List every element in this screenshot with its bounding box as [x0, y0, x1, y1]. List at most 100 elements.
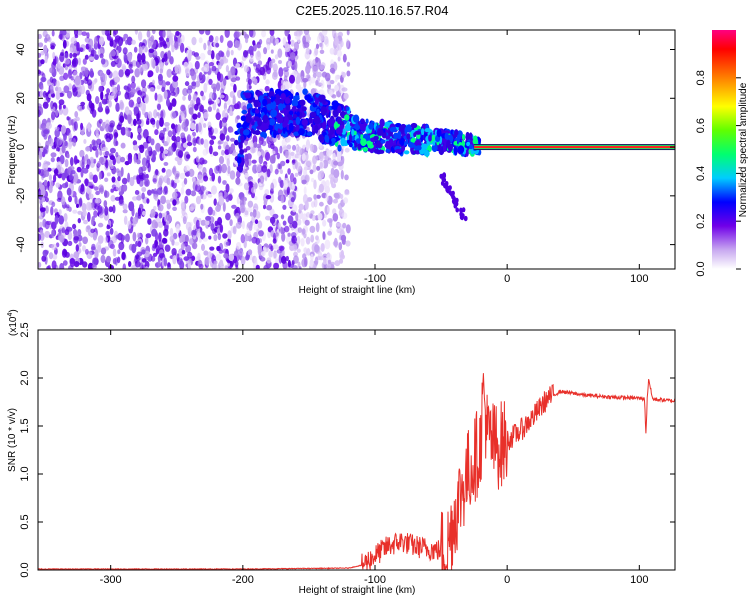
spectrogram-speckle [279, 145, 283, 154]
spectrogram-speckle [244, 210, 249, 216]
spectrogram-speckle [51, 221, 57, 230]
spectrogram-speckle [38, 181, 43, 187]
spectrogram-speckle [117, 36, 124, 47]
spectrogram-signal-blob [285, 104, 291, 111]
spectrogram-speckle [155, 142, 161, 152]
spectrogram-speckle [41, 255, 47, 262]
spectrogram-speckle [325, 193, 329, 202]
spectrogram-speckle [100, 247, 107, 255]
spectrogram-speckle [101, 30, 106, 36]
spectrogram-speckle [83, 219, 88, 225]
spectrogram-speckle [151, 228, 158, 237]
spectrogram-speckle [295, 146, 302, 156]
spectrogram-speckle [197, 174, 203, 179]
spectrogram-speckle [176, 253, 180, 262]
spectrogram-speckle [137, 52, 142, 63]
spectrogram-speckle [109, 147, 116, 154]
spectrogram-speckle [319, 64, 325, 70]
spectrogram-signal-blob [240, 135, 245, 142]
spectrogram-speckle [74, 75, 81, 86]
spectrogram-speckle [213, 260, 218, 265]
spectrogram-speckle [229, 110, 234, 116]
spectrogram-speckle [305, 212, 311, 218]
spectrogram-speckle [88, 193, 94, 200]
spectrogram-xtick-label: -100 [364, 273, 386, 285]
spectrogram-speckle [245, 146, 251, 151]
spectrogram-speckle [154, 194, 159, 201]
spectrogram-speckle [166, 98, 170, 107]
spectrogram-speckle [180, 104, 186, 112]
spectrogram-speckle [83, 155, 88, 165]
spectrogram-speckle [216, 71, 221, 81]
spectrogram-speckle [258, 39, 263, 45]
spectrogram-speckle [76, 203, 79, 208]
spectrogram-speckle [268, 250, 274, 258]
spectrogram-speckle [152, 30, 156, 35]
spectrogram-speckle [50, 82, 55, 92]
spectrogram-speckle [305, 236, 311, 245]
spectrogram-speckle [293, 251, 298, 257]
spectrogram-speckle [208, 167, 214, 177]
spectrogram-speckle [318, 183, 324, 193]
spectrogram-speckle [294, 41, 299, 51]
spectrogram-speckle [72, 223, 77, 230]
spectrogram-speckle [146, 120, 150, 125]
spectrogram-signal-blob [322, 121, 327, 130]
spectrogram-speckle [332, 213, 339, 222]
spectrogram-speckle [254, 219, 259, 225]
spectrogram-speckle [253, 62, 257, 67]
spectrogram-speckle [196, 231, 201, 238]
spectrogram-speckle [145, 233, 152, 239]
spectrogram-speckle [235, 63, 241, 68]
spectrogram-speckle [327, 218, 333, 223]
spectrogram-signal-blob [436, 129, 442, 138]
spectrogram-speckle [204, 256, 210, 266]
spectrogram-speckle [301, 229, 305, 236]
spectrogram-speckle [92, 140, 99, 150]
spectrogram-speckle [238, 250, 244, 256]
spectrogram-signal-blob [361, 125, 366, 132]
spectrogram-speckle [110, 188, 114, 193]
spectrogram-speckle [181, 243, 185, 249]
spectrogram-speckle [222, 117, 228, 124]
spectrogram-speckle [240, 234, 245, 244]
spectrogram-speckle [282, 36, 287, 46]
snr-ylabel: SNR (10 * v/v) [7, 408, 18, 472]
spectrogram-speckle [191, 81, 197, 87]
spectrogram-speckle [183, 256, 190, 261]
spectrogram-speckle [273, 69, 278, 78]
spectrogram-speckle [72, 87, 78, 97]
spectrogram-speckle [216, 245, 221, 252]
spectrogram-signal-blob [299, 99, 306, 106]
spectrogram-speckle [179, 260, 185, 269]
spectrogram-speckle [50, 152, 57, 158]
spectrogram-speckle [144, 149, 150, 158]
spectrogram-speckle [85, 201, 92, 211]
spectrogram-signal-blob [337, 144, 342, 152]
spectrogram-speckle [303, 186, 307, 195]
spectrogram-speckle [163, 211, 168, 222]
spectrogram-speckle [146, 198, 150, 204]
spectrogram-ytick-label: -40 [15, 237, 27, 253]
spectrogram-speckle [55, 147, 60, 152]
spectrogram-speckle [39, 89, 44, 99]
spectrogram-speckle [90, 228, 95, 234]
spectrogram-speckle [291, 204, 298, 213]
spectrogram-speckle [98, 101, 103, 111]
spectrogram-speckle [185, 188, 192, 196]
spectrogram-speckle [207, 193, 213, 198]
spectrogram-speckle [277, 222, 281, 230]
spectrogram-speckle [128, 69, 134, 74]
spectrogram-speckle [333, 160, 339, 166]
spectrogram-speckle [257, 151, 262, 157]
spectrogram-speckle [38, 262, 42, 268]
spectrogram-speckle [74, 34, 79, 39]
spectrogram-speckle [155, 55, 161, 64]
spectrogram-speckle [136, 232, 141, 239]
spectrogram-speckle [240, 256, 246, 266]
spectrogram-speckle [132, 196, 138, 201]
spectrogram-speckle [280, 226, 284, 234]
spectrogram-speckle [207, 49, 212, 56]
spectrogram-speckle [105, 159, 109, 169]
spectrogram-speckle [53, 174, 57, 183]
